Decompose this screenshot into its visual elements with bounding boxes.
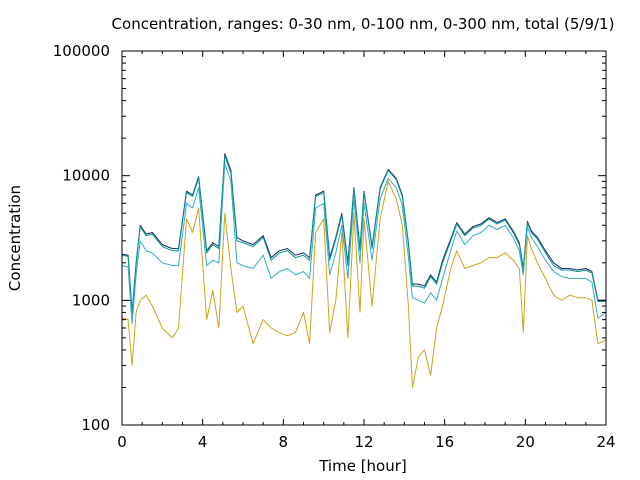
y-axis-label: Concentration — [6, 185, 24, 291]
x-tick-label: 0 — [117, 433, 127, 451]
x-tick-label: 24 — [596, 433, 615, 451]
x-tick-label: 12 — [354, 433, 373, 451]
x-tick-label: 4 — [198, 433, 208, 451]
x-tick-label: 20 — [516, 433, 535, 451]
y-tick-labels: 100 1000 10000 100000 — [53, 42, 110, 434]
series-line-3 — [121, 163, 607, 325]
y-tick-label: 100 — [81, 416, 110, 434]
plot-frame — [121, 50, 607, 426]
x-tick-label: 8 — [279, 433, 289, 451]
x-axis-label: Time [hour] — [318, 457, 407, 475]
series-line-2 — [121, 155, 606, 315]
y-tick-label: 10000 — [62, 167, 110, 185]
y-tick-label: 1000 — [72, 291, 110, 309]
chart-title: Concentration, ranges: 0-30 nm, 0-100 nm… — [112, 15, 615, 33]
y-tick-label: 100000 — [53, 42, 110, 60]
series-layer — [121, 153, 607, 388]
series-line-1 — [121, 153, 606, 313]
tick-layer — [121, 50, 607, 426]
x-tick-label: 16 — [435, 433, 454, 451]
x-tick-labels: 0 4 8 12 16 20 24 — [117, 433, 615, 451]
series-line-4 — [121, 180, 607, 388]
